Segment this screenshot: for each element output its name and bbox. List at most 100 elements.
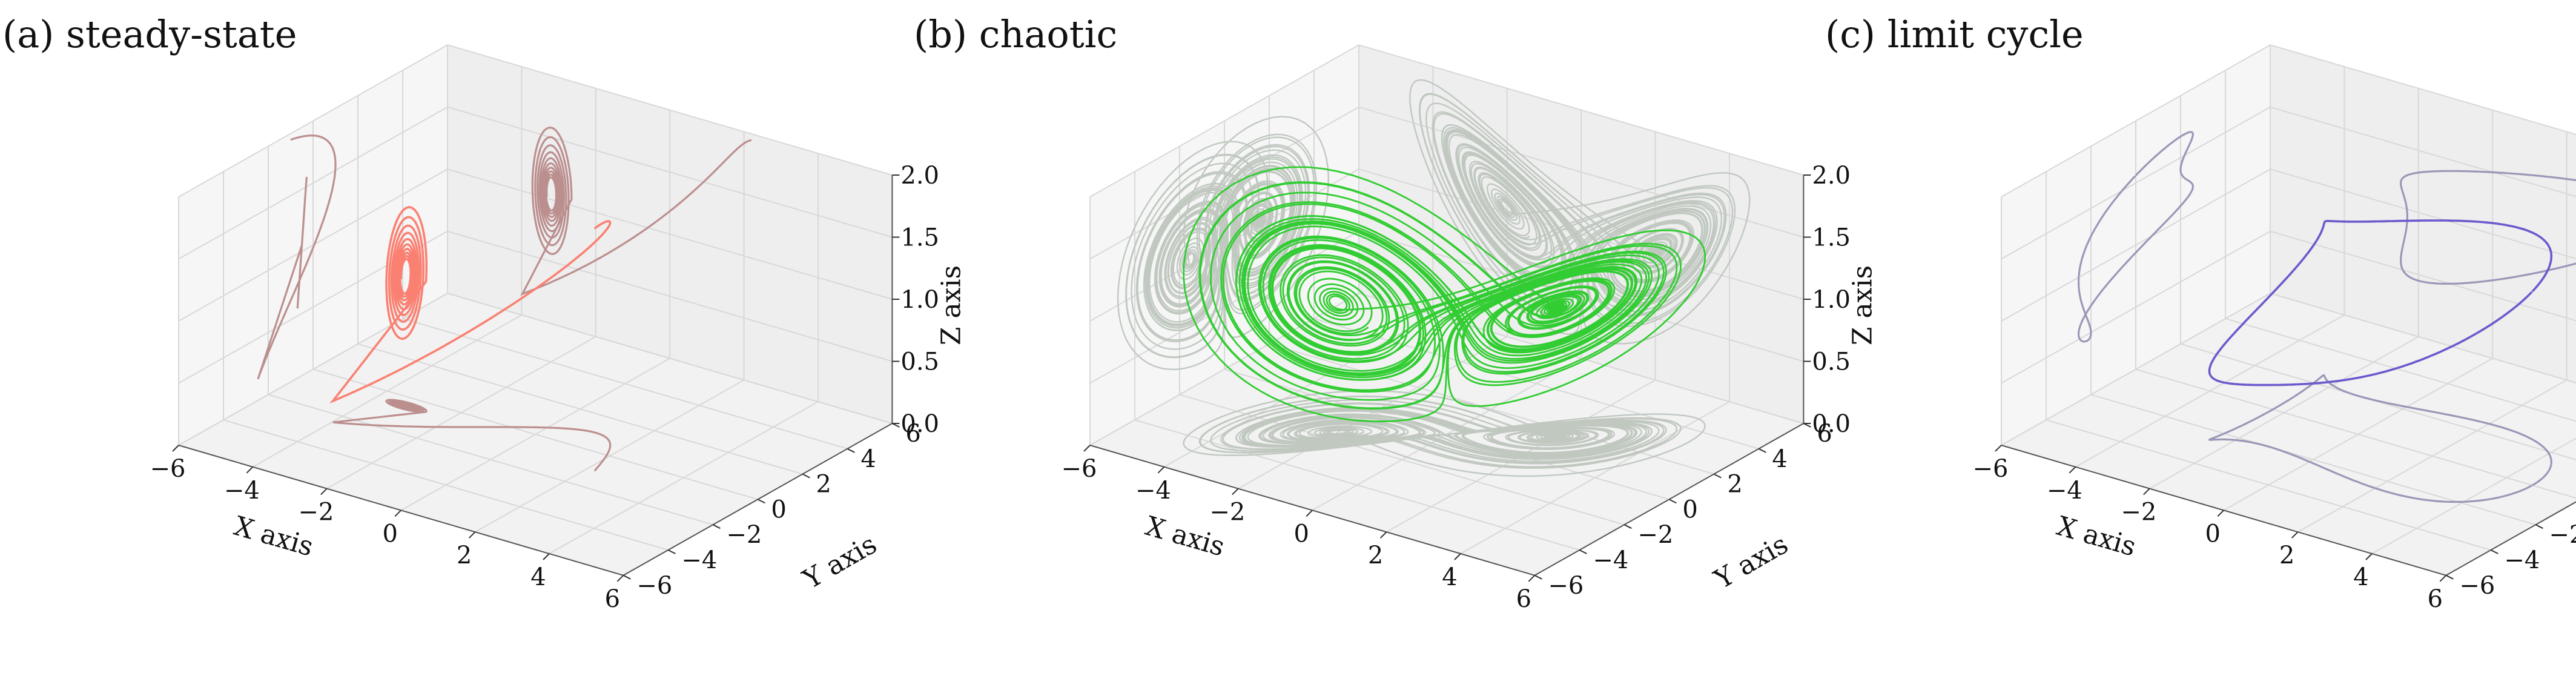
y-tick-label: −6 (2459, 572, 2495, 600)
grid-line (2001, 293, 2576, 446)
z-tick-label: 1.5 (1812, 224, 1851, 252)
trajectory-line (2208, 219, 2553, 386)
y-tick-label: 4 (1772, 445, 1787, 473)
x-tick-mark (1306, 509, 1313, 517)
x-tick-mark (2365, 553, 2373, 560)
projection-xy (1183, 390, 1706, 477)
x-tick-label: −6 (1062, 455, 1097, 483)
y-tick-label: −6 (1548, 572, 1584, 600)
y-tick-mark (1713, 473, 1722, 479)
x-tick-label: 6 (1516, 585, 1531, 613)
x-tick-label: 6 (2428, 585, 2443, 613)
x-tick-mark (1528, 575, 1536, 582)
x-tick-mark (2217, 509, 2224, 517)
x-tick-mark (2143, 488, 2150, 496)
x-tick-mark (616, 575, 624, 582)
y-tick-mark (623, 574, 631, 580)
y-tick-mark (2445, 574, 2454, 580)
y-tick-mark (667, 549, 676, 554)
x-tick-label: 0 (382, 520, 397, 548)
x-tick-mark (1379, 531, 1387, 539)
x-tick-label: 2 (2279, 542, 2294, 569)
grid-line (178, 293, 893, 446)
y-tick-label: −6 (636, 572, 672, 600)
x-tick-label: 4 (2353, 563, 2368, 591)
x-tick-label: −4 (2047, 477, 2082, 505)
z-tick-label: 0.0 (1812, 410, 1851, 438)
x-tick-label: 4 (1442, 563, 1457, 591)
y-tick-label: −2 (1637, 521, 1673, 549)
y-tick-label: −4 (2504, 546, 2540, 574)
y-tick-label: 6 (1817, 420, 1832, 448)
x-tick-mark (2069, 466, 2076, 474)
y-axis-line (1534, 423, 1804, 576)
projection-yz (257, 134, 337, 380)
panel-title: (b) chaotic (914, 12, 1117, 56)
y-tick-mark (1623, 524, 1632, 529)
projection-xz (520, 126, 752, 296)
x-tick-label: −2 (298, 499, 334, 526)
y-tick-mark (757, 499, 765, 504)
y-tick-label: 4 (860, 445, 876, 473)
panel-title: (a) steady-state (2, 12, 297, 56)
y-tick-mark (802, 473, 810, 479)
projection-xz (2400, 170, 2576, 285)
grid-line (178, 168, 893, 322)
projection-xy (332, 399, 612, 472)
y-axis-line (2445, 501, 2576, 576)
y-tick-label: −4 (681, 546, 717, 574)
z-tick-label: 2.0 (1812, 162, 1851, 190)
y-tick-label: 0 (771, 496, 786, 523)
x-tick-mark (1995, 445, 2002, 452)
x-tick-mark (1232, 488, 1239, 496)
y-tick-mark (1668, 499, 1677, 504)
x-tick-mark (2439, 575, 2447, 582)
y-tick-label: 6 (905, 420, 920, 448)
trajectory-line (1183, 166, 1706, 423)
y-tick-label: −2 (2549, 521, 2576, 549)
y-tick-mark (1758, 448, 1766, 453)
grid-line (2001, 44, 2576, 197)
x-tick-mark (543, 553, 550, 560)
projection-xy (2208, 374, 2552, 503)
x-tick-label: −2 (2121, 499, 2156, 526)
z-axis-label: Z axis (1847, 265, 1878, 345)
z-tick-label: 0.5 (1812, 348, 1851, 376)
axis-pane (2001, 293, 2576, 575)
y-tick-label: 2 (816, 471, 831, 499)
z-axis-label: Z axis (936, 265, 966, 345)
x-tick-mark (172, 445, 179, 452)
x-tick-label: 0 (2205, 520, 2220, 548)
y-tick-mark (2535, 524, 2543, 529)
x-tick-label: 4 (530, 563, 546, 591)
x-tick-mark (1157, 466, 1165, 474)
y-tick-label: 0 (1682, 496, 1697, 523)
panel-title: (c) limit cycle (1825, 12, 2084, 56)
z-tick-label: 0.0 (900, 410, 939, 438)
x-tick-label: −2 (1209, 499, 1245, 526)
x-tick-mark (1454, 553, 1461, 560)
grid-line (2371, 437, 2576, 554)
y-tick-label: 2 (1727, 471, 1742, 499)
y-tick-label: −2 (726, 521, 762, 549)
grid-line (178, 44, 893, 197)
z-tick-label: 0.5 (900, 348, 939, 376)
y-axis-label: Y axis (798, 529, 882, 595)
x-tick-label: 6 (605, 585, 620, 613)
z-tick-label: 1.0 (900, 286, 939, 314)
grid-line (2001, 168, 2576, 322)
x-tick-label: 0 (1293, 520, 1309, 548)
x-tick-mark (320, 488, 328, 496)
x-tick-label: −6 (150, 455, 186, 483)
z-tick-label: 1.0 (1812, 286, 1851, 314)
x-tick-label: 2 (457, 542, 472, 569)
grid-line (1089, 44, 1804, 197)
y-axis-label: Y axis (1709, 529, 1794, 595)
x-tick-mark (1083, 445, 1091, 452)
y-tick-mark (2490, 549, 2498, 554)
grid-line (178, 106, 893, 260)
y-tick-mark (1579, 549, 1587, 554)
projection-yz (2078, 131, 2194, 343)
